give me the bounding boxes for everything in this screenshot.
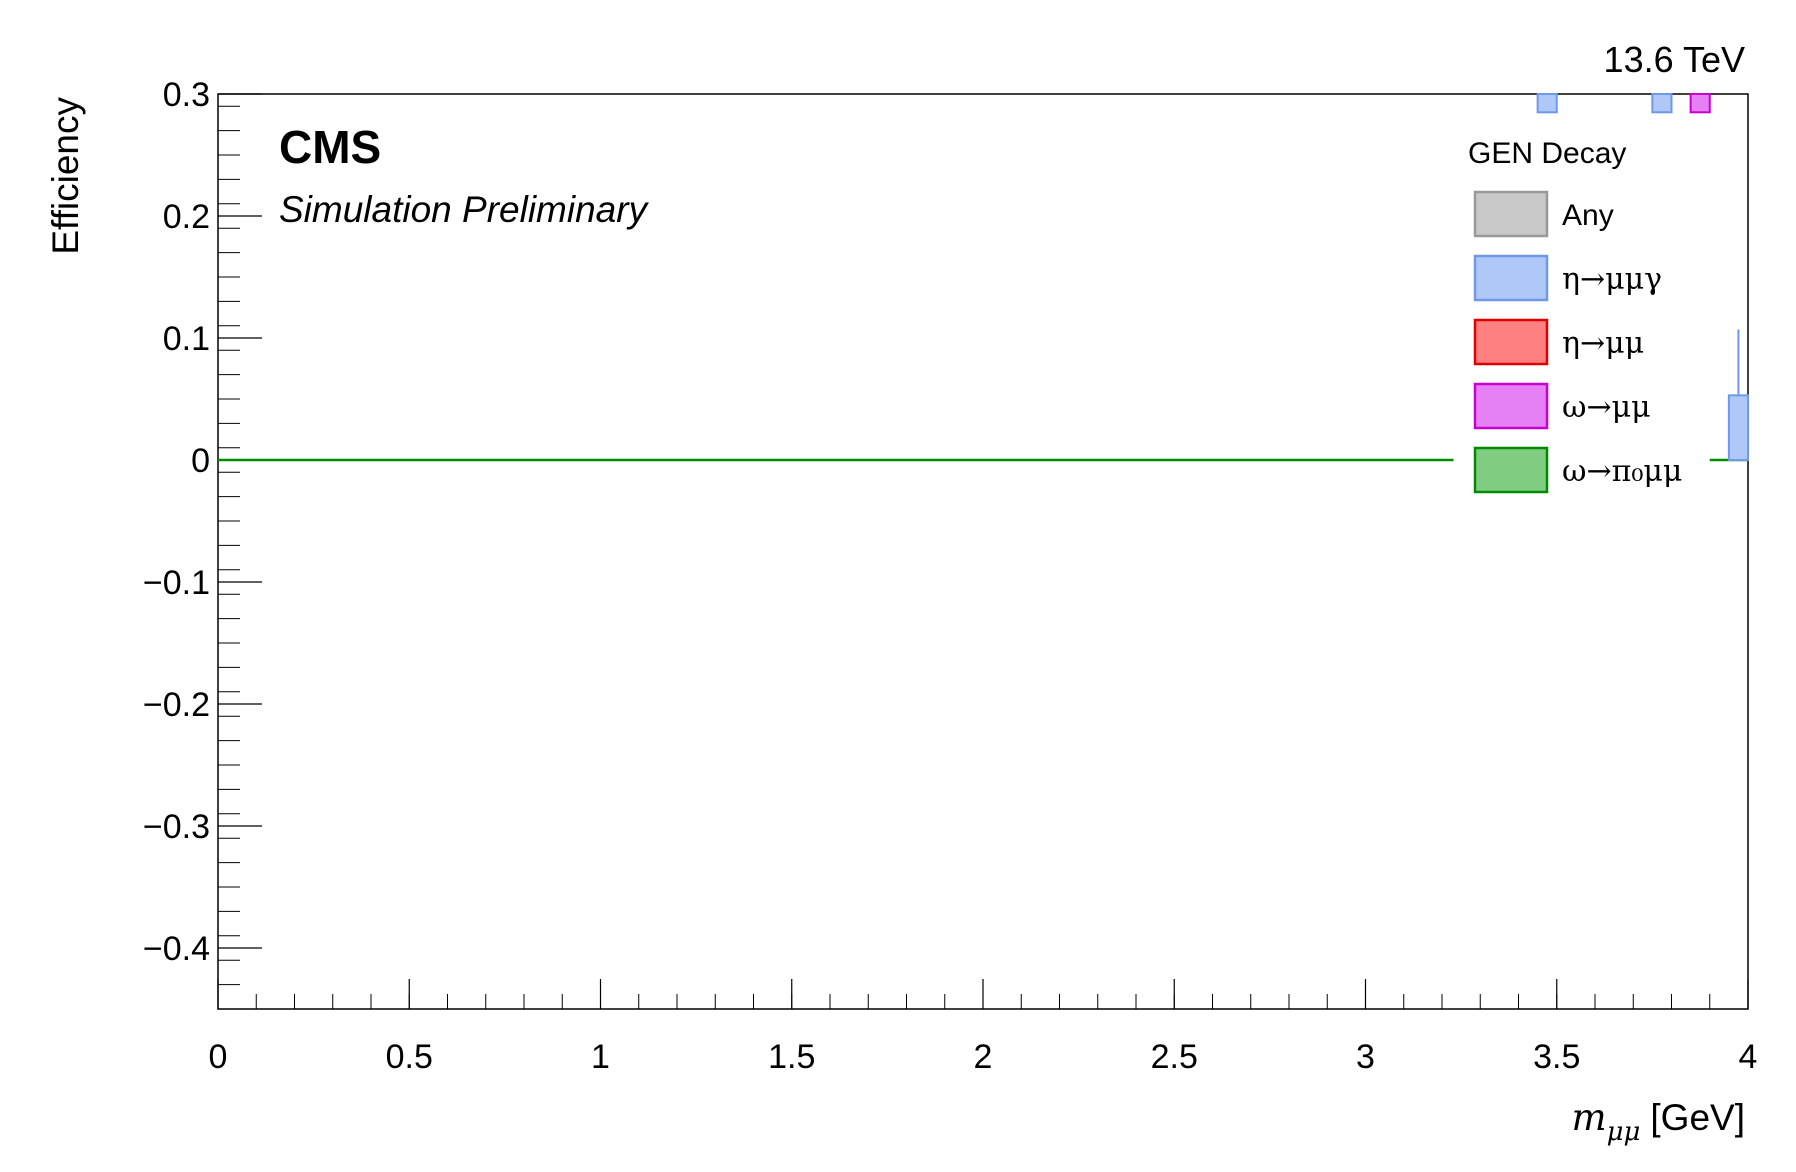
legend-label-eta_mumu: η→μμ <box>1562 326 1644 361</box>
x-tick-label: 0.5 <box>386 1038 433 1076</box>
legend-label-any: Any <box>1562 199 1614 232</box>
x-tick-label: 3.5 <box>1533 1038 1580 1076</box>
series-bar-eta_mumugamma <box>1536 93 1558 114</box>
axis-ticks: 0 0.5 1 1.5 2 2.5 3 3.5 4 −0.4 −0.3 −0.2 −0.1 0 0.1 0.2… <box>143 76 1758 1076</box>
legend-swatch-eta_mumu <box>1473 318 1549 366</box>
y-tick-label: 0 <box>191 442 210 480</box>
x-tick-label: 0 <box>209 1038 228 1076</box>
legend-swatch-omega_pi0mumu <box>1473 446 1549 494</box>
series-bar-eta_mumugamma <box>1651 93 1673 114</box>
data-series <box>218 93 1749 462</box>
y-tick-label: 0.3 <box>163 76 210 114</box>
series-bar-eta_mumugamma <box>1727 394 1749 461</box>
x-axis-label-unit: [GeV] <box>1650 1097 1745 1138</box>
experiment-label: CMS <box>279 121 381 173</box>
energy-label: 13.6 TeV <box>1604 39 1745 80</box>
y-tick-label: −0.1 <box>143 564 210 602</box>
x-axis-label-symbol: m <box>1572 1096 1607 1139</box>
series-bar-omega_mumu <box>1689 93 1711 114</box>
y-tick-label: −0.2 <box>143 686 210 724</box>
x-tick-label: 2 <box>974 1038 993 1076</box>
y-tick-label: −0.4 <box>143 930 210 968</box>
legend-swatch-omega_mumu <box>1473 382 1549 430</box>
legend-label-eta_mumugamma: η→μμγ <box>1562 262 1662 297</box>
x-axis-label-subscript: μμ <box>1607 1117 1641 1147</box>
legend-swatch-eta_mumugamma <box>1473 254 1549 302</box>
y-tick-label: −0.3 <box>143 808 210 846</box>
x-tick-label: 3 <box>1356 1038 1375 1076</box>
status-label: Simulation Preliminary <box>279 189 650 230</box>
x-axis-label: mμμ [GeV] <box>1572 1096 1746 1147</box>
x-tick-label: 4 <box>1739 1038 1758 1076</box>
x-tick-label: 2.5 <box>1151 1038 1198 1076</box>
x-tick-label: 1 <box>591 1038 610 1076</box>
y-tick-label: 0.2 <box>163 198 210 236</box>
legend-title: GEN Decay <box>1468 137 1626 170</box>
legend-label-omega_mumu: ω→μμ <box>1562 390 1651 425</box>
y-tick-label: 0.1 <box>163 320 210 358</box>
y-axis-label: Efficiency <box>45 97 86 255</box>
legend-swatch-any <box>1473 190 1549 238</box>
legend: GEN Decay Any η→μμγ η→μμ ω→μμ ω→π₀μμ <box>1468 137 1682 494</box>
legend-label-omega_pi0mumu: ω→π₀μμ <box>1562 454 1682 489</box>
x-tick-label: 1.5 <box>768 1038 815 1076</box>
